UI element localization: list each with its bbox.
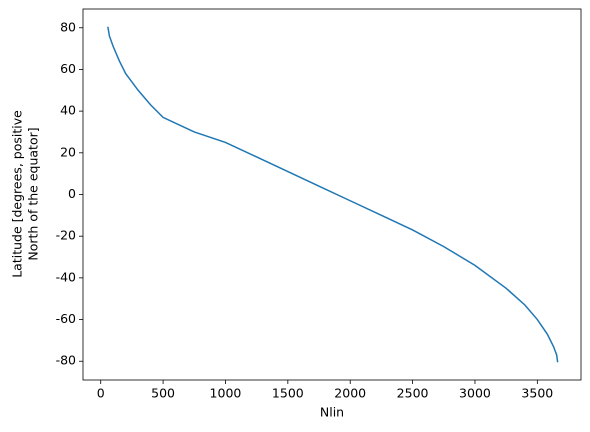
x-tick-label: 2000 [334, 386, 366, 401]
y-tick-label: -20 [56, 228, 76, 243]
y-axis-label: North of the equator] [26, 127, 41, 260]
y-tick-label: 0 [68, 186, 76, 201]
y-tick-label: 80 [60, 19, 76, 34]
x-tick-label: 3000 [459, 386, 491, 401]
y-tick-label: 40 [60, 103, 76, 118]
x-tick-label: 1000 [210, 386, 242, 401]
plot-frame [82, 8, 582, 381]
y-axis-label: Latitude [degrees, positive [10, 110, 25, 278]
y-tick-label: -60 [56, 311, 76, 326]
x-tick-label: 500 [151, 386, 175, 401]
x-axis-label: Nlin [320, 405, 344, 420]
x-tick-label: 0 [97, 386, 105, 401]
y-tick-label: 20 [60, 144, 76, 159]
line-series [107, 26, 559, 363]
x-tick-label: 3500 [521, 386, 553, 401]
y-tick-label: -40 [56, 269, 76, 284]
y-tick-label: 60 [60, 61, 76, 76]
x-tick-label: 2500 [397, 386, 429, 401]
x-tick-label: 1500 [272, 386, 304, 401]
y-tick-label: -80 [56, 353, 76, 368]
